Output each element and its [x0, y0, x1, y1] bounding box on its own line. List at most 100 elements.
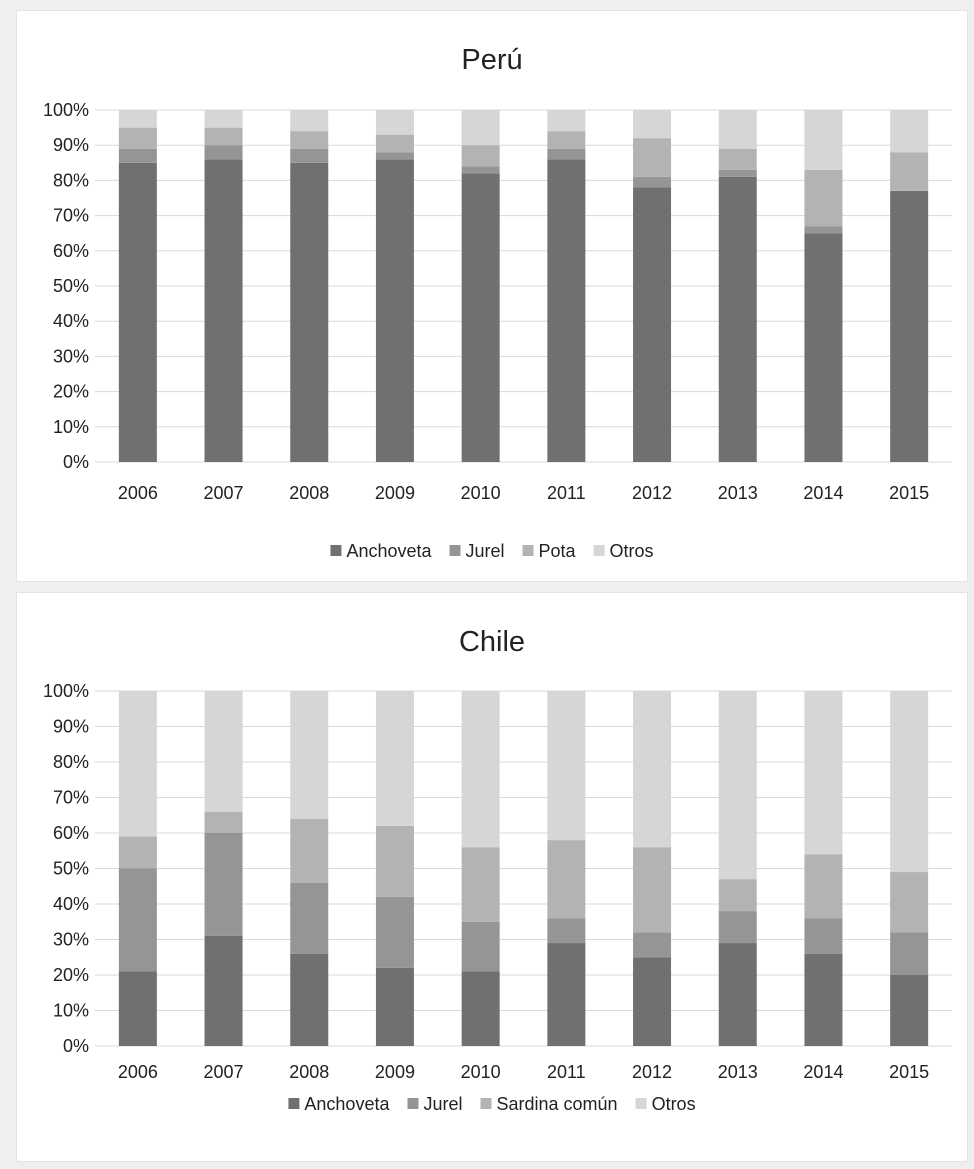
- bar-sardina-comun-2010: [461, 847, 500, 922]
- bar-otros-2008: [290, 691, 329, 819]
- x-tick-label: 2014: [803, 483, 843, 503]
- bar-jurel-2011: [547, 918, 586, 944]
- x-tick-label: 2008: [289, 483, 329, 503]
- y-tick-label: 30%: [53, 930, 89, 950]
- bar-sardina-comun-2009: [375, 825, 414, 897]
- legend-swatch-jurel: [449, 545, 461, 556]
- bar-otros-2012: [633, 110, 672, 139]
- bar-jurel-2012: [633, 176, 672, 188]
- x-tick-label: 2013: [718, 483, 758, 503]
- y-tick-label: 50%: [53, 276, 89, 296]
- bar-otros-2009: [375, 691, 414, 826]
- y-tick-label: 60%: [53, 823, 89, 843]
- legend-label-jurel: Jurel: [466, 541, 505, 561]
- bar-jurel-2009: [375, 152, 414, 160]
- y-tick-label: 90%: [53, 717, 89, 737]
- x-tick-label: 2006: [118, 1062, 158, 1082]
- x-tick-label: 2013: [718, 1062, 758, 1082]
- bar-sardina-comun-2007: [204, 811, 243, 833]
- chart-title-peru: Perú: [461, 44, 522, 76]
- y-tick-label: 20%: [53, 965, 89, 985]
- bar-anchoveta-2009: [375, 159, 414, 462]
- y-tick-label: 50%: [53, 859, 89, 879]
- bar-otros-2007: [204, 691, 243, 812]
- bar-anchoveta-2013: [718, 943, 757, 1046]
- bar-otros-2007: [204, 110, 243, 128]
- bar-otros-2006: [118, 110, 157, 128]
- bar-jurel-2010: [461, 166, 500, 174]
- bar-jurel-2010: [461, 921, 500, 972]
- chart-panel-chile: Chile 0% 10% 20% 30% 40% 50% 60% 70% 80% 90% 100% 20…: [16, 592, 968, 1162]
- bar-otros-2008: [290, 110, 329, 132]
- x-tick-label: 2012: [632, 483, 672, 503]
- x-tick-label: 2009: [375, 1062, 415, 1082]
- legend: Anchoveta Jurel Pota Otros: [330, 541, 654, 561]
- bar-anchoveta-2012: [633, 957, 672, 1046]
- y-tick-label: 100%: [43, 681, 89, 701]
- legend-label-sardina-comun: Sardina común: [496, 1094, 617, 1114]
- bar-jurel-2008: [290, 148, 329, 163]
- bar-pota-2009: [375, 134, 414, 153]
- y-tick-label: 30%: [53, 346, 89, 366]
- bar-otros-2009: [375, 110, 414, 135]
- bar-otros-2011: [547, 110, 586, 132]
- legend-swatch-anchoveta: [330, 545, 342, 556]
- x-tick-label: 2006: [118, 483, 158, 503]
- bar-anchoveta-2006: [118, 162, 157, 463]
- bar-anchoveta-2010: [461, 173, 500, 463]
- bar-pota-2010: [461, 145, 500, 167]
- bar-jurel-2007: [204, 833, 243, 936]
- y-tick-label: 10%: [53, 417, 89, 437]
- bar-anchoveta-2010: [461, 971, 500, 1046]
- bar-jurel-2007: [204, 145, 243, 160]
- bar-jurel-2013: [718, 911, 757, 944]
- legend-swatch-pota: [522, 545, 534, 556]
- legend-swatch-sardina-comun: [480, 1098, 492, 1109]
- bar-jurel-2015: [890, 932, 929, 975]
- bar-pota-2015: [890, 152, 929, 191]
- y-tick-label: 70%: [53, 206, 89, 226]
- bar-jurel-2011: [547, 148, 586, 160]
- bar-otros-2010: [461, 691, 500, 848]
- x-tick-label: 2011: [547, 483, 586, 503]
- legend-label-pota: Pota: [539, 541, 577, 561]
- legend-swatch-anchoveta: [288, 1098, 300, 1109]
- legend-label-otros: Otros: [610, 541, 654, 561]
- x-tick-label: 2010: [461, 1062, 501, 1082]
- bar-anchoveta-2015: [890, 190, 929, 462]
- x-tick-label: 2015: [889, 1062, 929, 1082]
- y-tick-label: 20%: [53, 382, 89, 402]
- y-tick-label: 100%: [43, 100, 89, 120]
- legend-label-anchoveta: Anchoveta: [304, 1094, 390, 1114]
- bar-pota-2011: [547, 131, 586, 149]
- bar-pota-2008: [290, 131, 329, 149]
- x-tick-label: 2009: [375, 483, 415, 503]
- bar-otros-2013: [718, 110, 757, 149]
- bar-sardina-comun-2015: [890, 872, 929, 933]
- legend-label-otros: Otros: [652, 1094, 696, 1114]
- x-tick-label: 2015: [889, 483, 929, 503]
- y-tick-label: 80%: [53, 170, 89, 190]
- y-tick-label: 90%: [53, 135, 89, 155]
- bar-pota-2012: [633, 138, 672, 177]
- bar-otros-2015: [890, 110, 929, 153]
- legend-label-anchoveta: Anchoveta: [346, 541, 432, 561]
- y-tick-label: 0%: [63, 452, 89, 472]
- bar-sardina-comun-2012: [633, 847, 672, 933]
- chart-peru: Perú 0% 10% 20% 30% 40% 50% 60% 70% 80% 90% 100% 200…: [43, 44, 952, 561]
- bar-anchoveta-2007: [204, 935, 243, 1046]
- chart-title-chile: Chile: [459, 626, 525, 658]
- y-tick-label: 40%: [53, 311, 89, 331]
- bar-anchoveta-2006: [118, 971, 157, 1046]
- legend-swatch-otros: [593, 545, 605, 556]
- bar-pota-2014: [804, 169, 843, 227]
- x-tick-label: 2010: [461, 483, 501, 503]
- bar-anchoveta-2007: [204, 159, 243, 462]
- x-tick-label: 2014: [803, 1062, 843, 1082]
- legend-swatch-jurel: [407, 1098, 419, 1109]
- bar-anchoveta-2008: [290, 162, 329, 463]
- y-tick-label: 10%: [53, 1001, 89, 1021]
- y-tick-label: 60%: [53, 241, 89, 261]
- bar-pota-2006: [118, 127, 157, 149]
- bar-anchoveta-2008: [290, 953, 329, 1046]
